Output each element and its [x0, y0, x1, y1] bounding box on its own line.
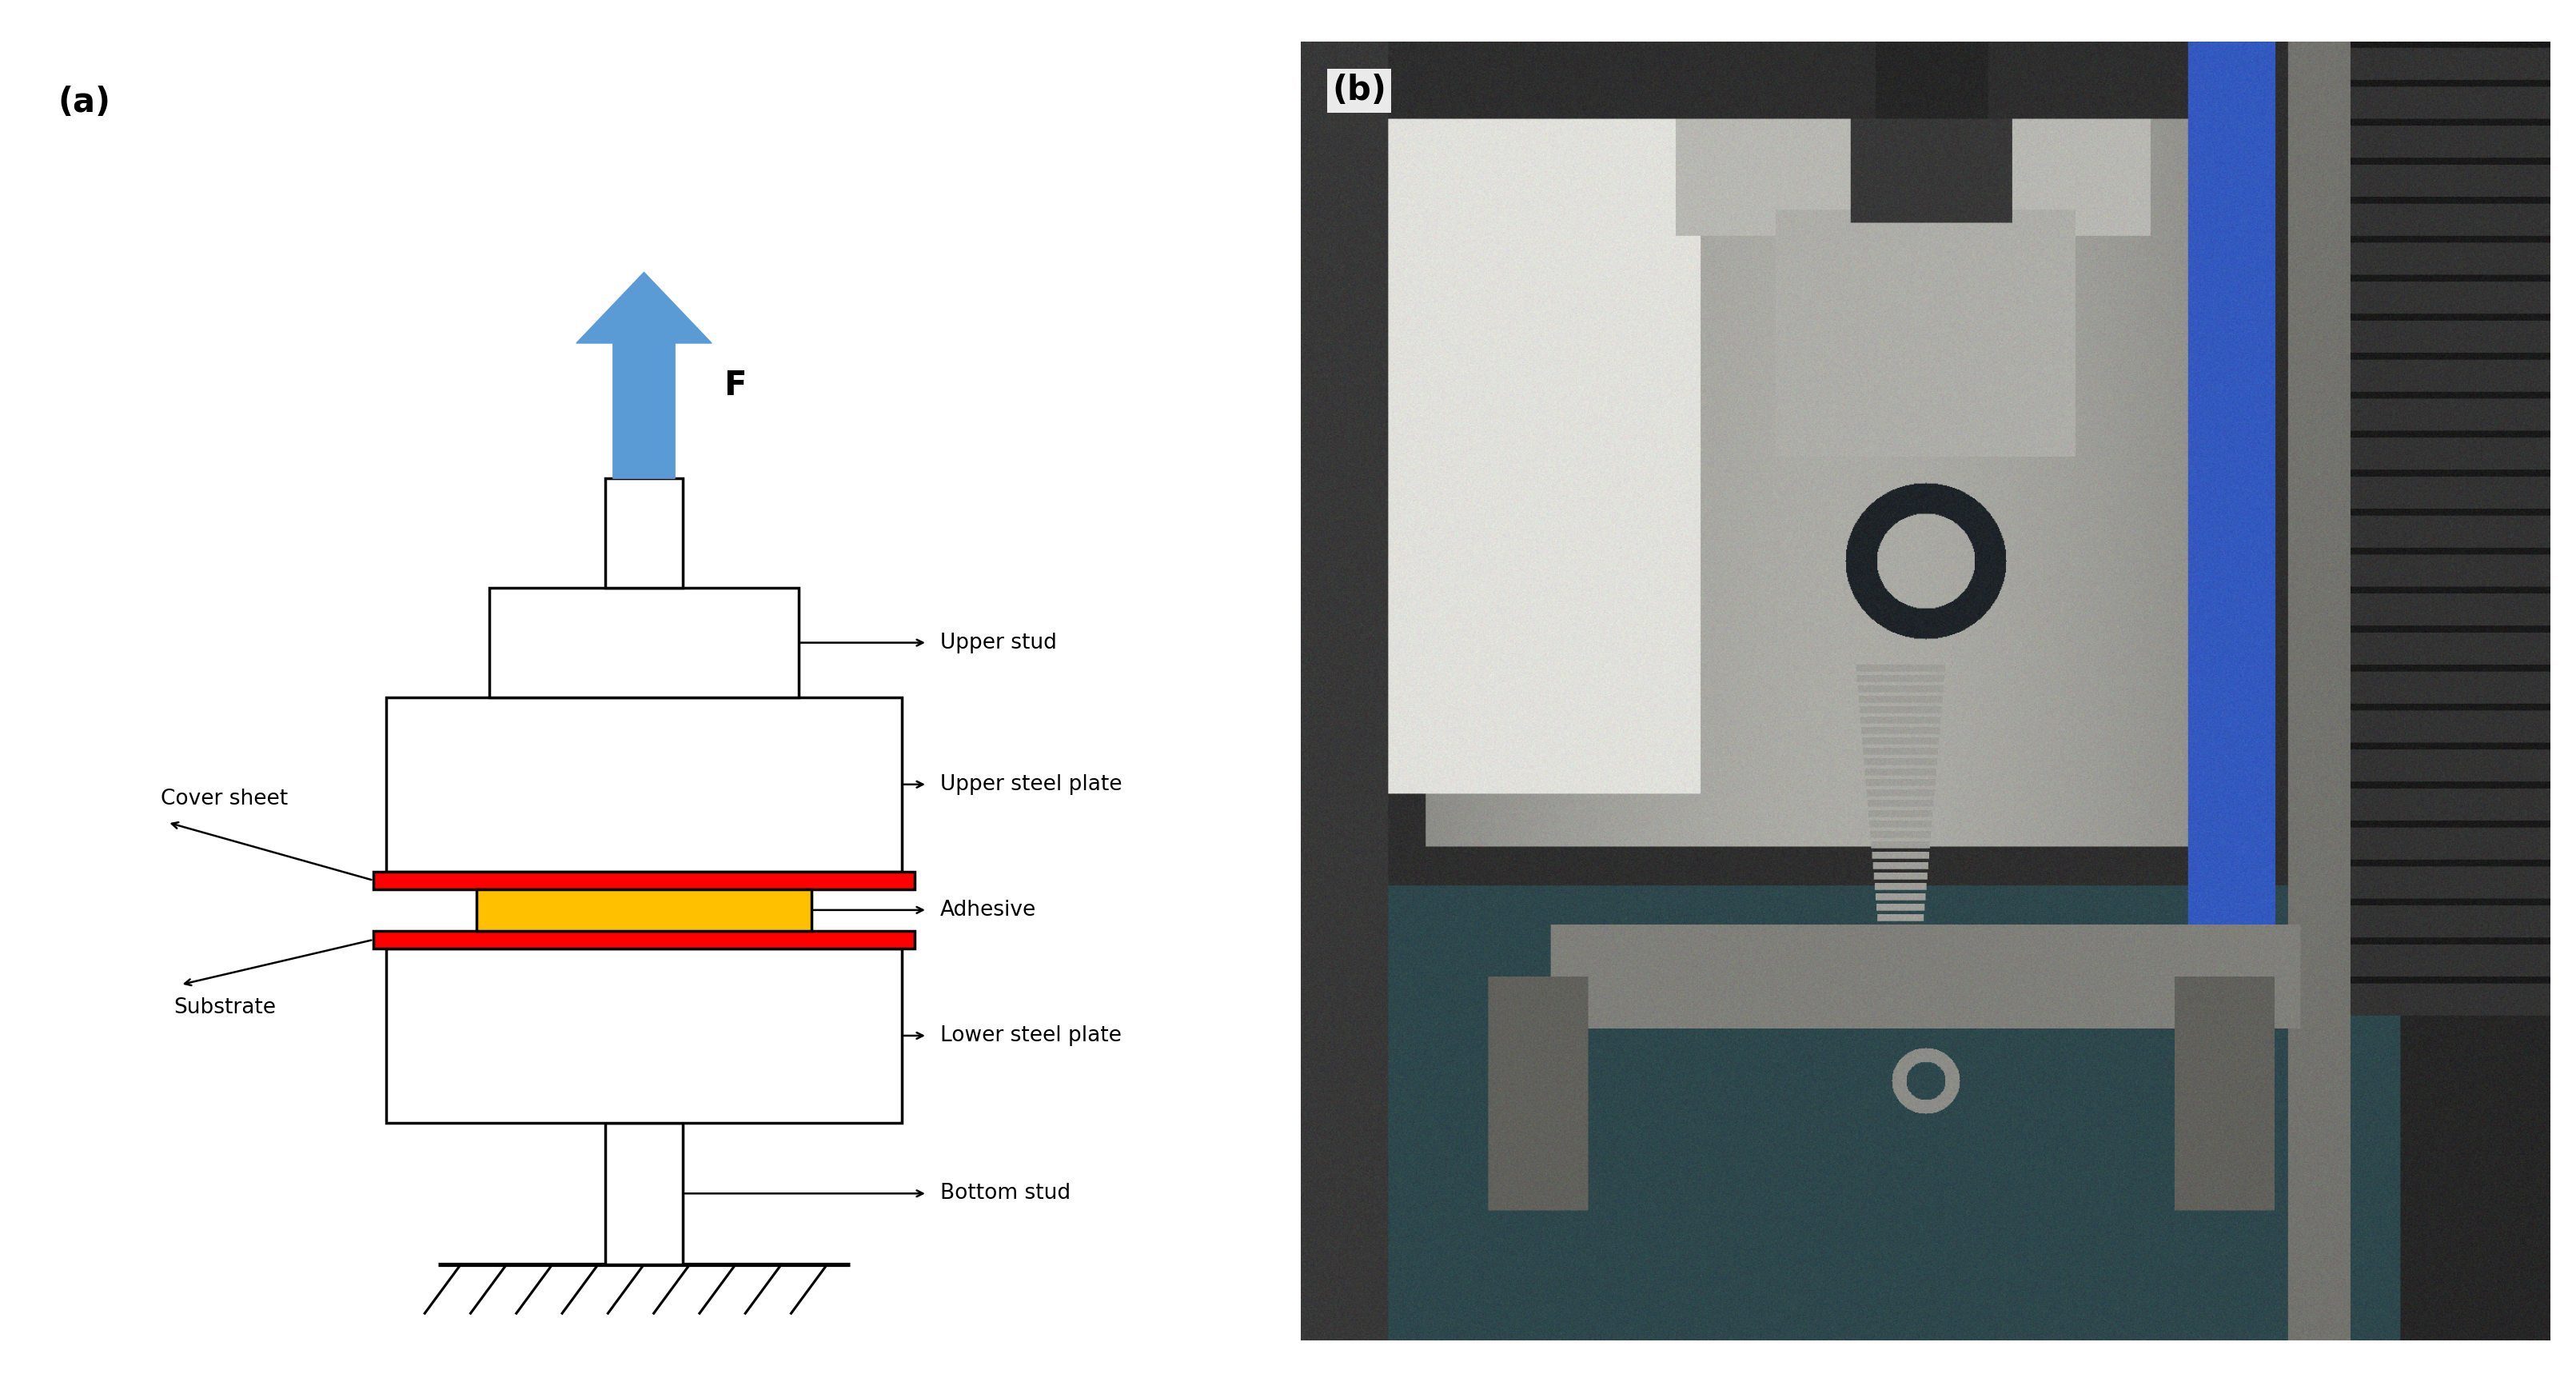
- Bar: [386, 698, 902, 872]
- Bar: [489, 587, 799, 698]
- Text: Upper stud: Upper stud: [940, 633, 1056, 654]
- Text: (a): (a): [59, 86, 111, 119]
- Text: F: F: [724, 369, 747, 402]
- Bar: [386, 948, 902, 1122]
- Bar: [374, 872, 914, 890]
- Text: Lower steel plate: Lower steel plate: [940, 1025, 1121, 1046]
- Text: Adhesive: Adhesive: [940, 900, 1036, 920]
- Text: Bottom stud: Bottom stud: [940, 1183, 1072, 1204]
- Text: Cover sheet: Cover sheet: [162, 789, 289, 810]
- Text: Substrate: Substrate: [175, 998, 276, 1019]
- Text: (b): (b): [1332, 75, 1386, 108]
- Bar: [605, 1122, 683, 1265]
- Bar: [477, 890, 811, 930]
- Bar: [605, 478, 683, 587]
- Text: Upper steel plate: Upper steel plate: [940, 774, 1123, 795]
- FancyArrow shape: [577, 272, 711, 478]
- Bar: [374, 930, 914, 948]
